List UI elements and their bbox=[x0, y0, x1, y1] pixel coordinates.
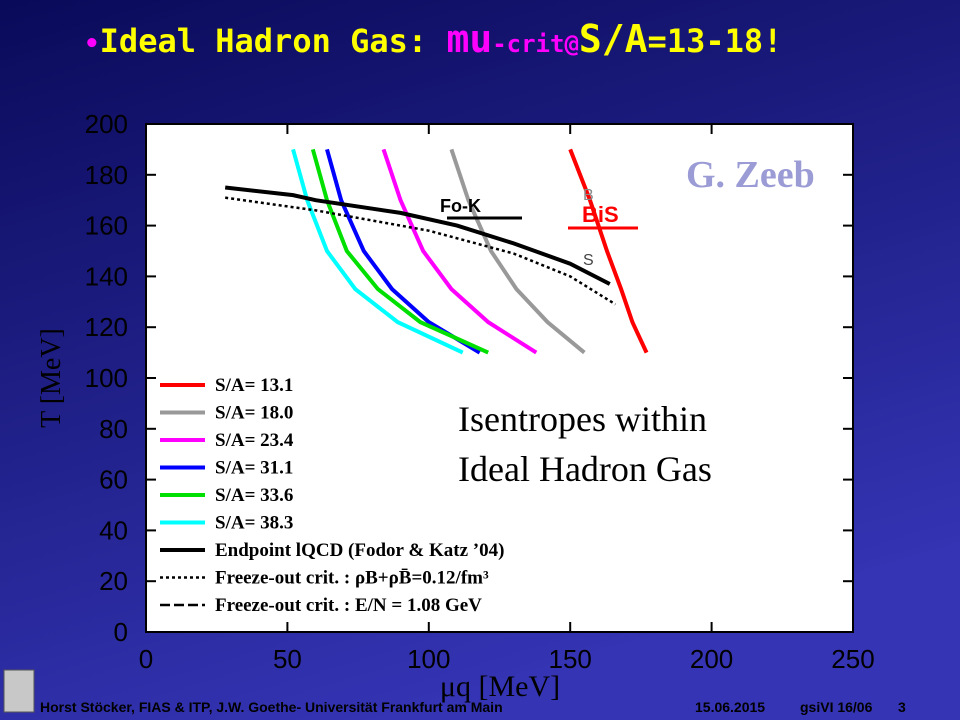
legend-label: Freeze-out crit. : E/N = 1.08 GeV bbox=[215, 595, 482, 616]
series-line bbox=[568, 148, 649, 354]
legend-label: S/A= 18.0 bbox=[215, 403, 293, 424]
series-line bbox=[325, 148, 481, 355]
footer-ref: gsiVI 16/06 bbox=[800, 699, 873, 715]
annotation: G. Zeeb bbox=[686, 154, 815, 196]
x-tick-label: 50 bbox=[273, 644, 302, 674]
y-tick-label: 180 bbox=[85, 160, 128, 190]
series-line bbox=[291, 148, 464, 355]
annotation: BiS bbox=[582, 202, 619, 227]
slide-title: •Ideal Hadron Gas: mu-crit@S/A=13-18! bbox=[84, 17, 782, 61]
plot: 0 20 40 60 80 100 120 140 160 180 200 0 50 100 150 200 2… bbox=[85, 109, 875, 674]
title-part: mu bbox=[446, 17, 492, 61]
series-line bbox=[449, 148, 586, 355]
footer-text: Horst Stöcker, FIAS & ITP, J.W. Goethe- … bbox=[40, 699, 503, 715]
footer-page: 3 bbox=[898, 699, 906, 715]
x-tick-label: 250 bbox=[831, 644, 874, 674]
series-line bbox=[381, 148, 538, 355]
x-tick-label: 0 bbox=[139, 644, 153, 674]
legend-label: Freeze-out crit. : ρB+ρB̄=0.12/fm³ bbox=[215, 568, 489, 589]
x-tick-label: 100 bbox=[407, 644, 450, 674]
y-tick-label: 20 bbox=[99, 566, 128, 596]
y-tick-label: 120 bbox=[85, 312, 128, 342]
logo bbox=[3, 669, 35, 713]
x-tick-label: 150 bbox=[549, 644, 592, 674]
y-tick-label: 80 bbox=[99, 414, 128, 444]
annotation: S bbox=[583, 252, 594, 269]
legend-label: S/A= 33.6 bbox=[215, 485, 293, 506]
annotation: Ideal Hadron Gas bbox=[458, 449, 712, 489]
annotation: B bbox=[583, 187, 594, 204]
legend-label: S/A= 13.1 bbox=[215, 375, 293, 396]
x-tick-label: 200 bbox=[690, 644, 733, 674]
legend-label: Endpoint lQCD (Fodor & Katz ’04) bbox=[215, 540, 504, 561]
footer-date: 15.06.2015 bbox=[695, 699, 765, 715]
title-part: Ideal Hadron Gas: bbox=[100, 22, 447, 60]
y-tick-label: 60 bbox=[99, 465, 128, 495]
y-tick-label: 200 bbox=[85, 109, 128, 139]
title-part: =13-18! bbox=[648, 22, 783, 60]
title-part: S/A bbox=[579, 17, 648, 61]
y-tick-label: 40 bbox=[99, 515, 128, 545]
y-tick-label: 160 bbox=[85, 211, 128, 241]
series-line bbox=[224, 185, 611, 286]
annotation: Isentropes within bbox=[458, 399, 707, 439]
y-tick-label: 100 bbox=[85, 363, 128, 393]
legend-label: S/A= 31.1 bbox=[215, 458, 293, 479]
y-axis-label: T [MeV] bbox=[36, 328, 67, 428]
plot-area bbox=[145, 123, 854, 633]
y-tick-label: 0 bbox=[114, 617, 128, 647]
annotation: Fo-K bbox=[440, 196, 481, 216]
legend-label: S/A= 23.4 bbox=[215, 430, 294, 451]
x-axis-label: μq [MeV] bbox=[440, 670, 560, 703]
legend-label: S/A= 38.3 bbox=[215, 513, 293, 534]
y-tick-label: 140 bbox=[85, 261, 128, 291]
title-part: -crit@ bbox=[492, 30, 579, 58]
title-bullet: • bbox=[84, 29, 100, 59]
series-line bbox=[310, 148, 490, 355]
